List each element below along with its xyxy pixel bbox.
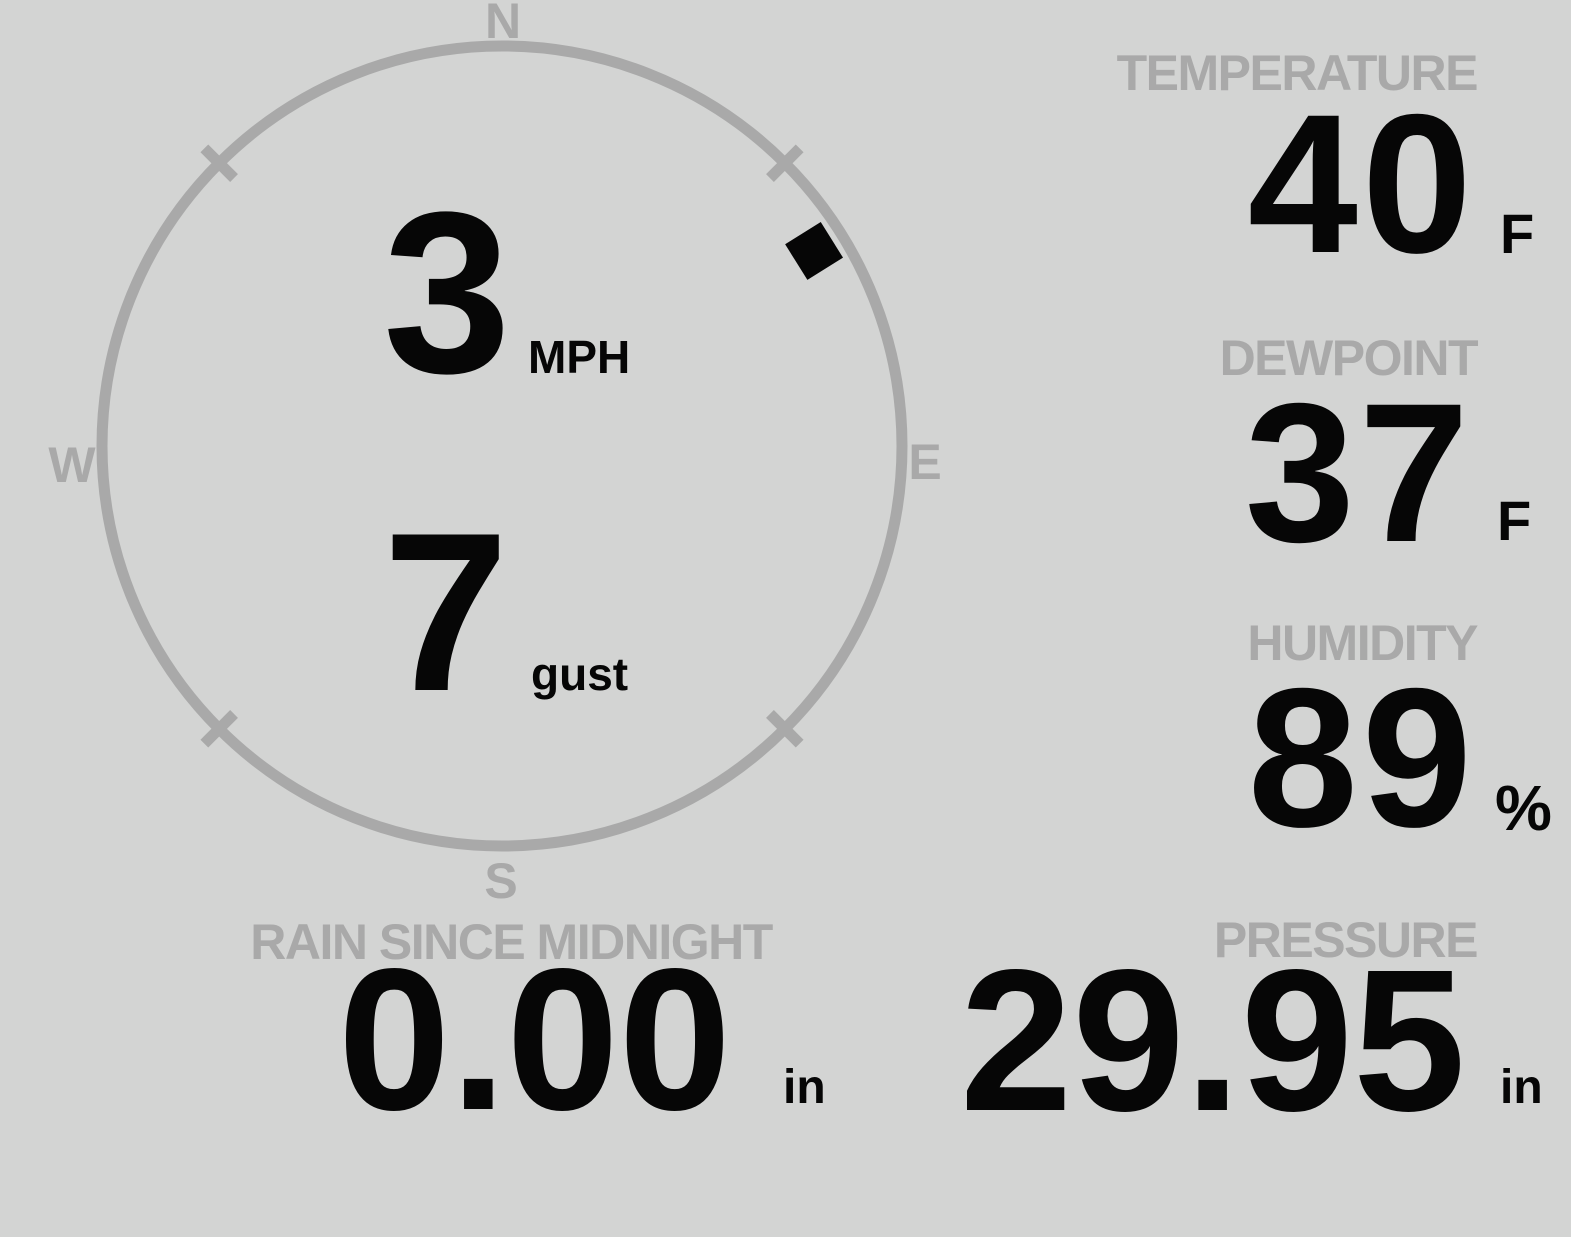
compass-ring-icon [96, 40, 908, 852]
wind-speed-unit: MPH [528, 331, 631, 383]
humidity-unit: % [1495, 772, 1552, 844]
rain-value: 0.00 [338, 926, 732, 1152]
wind-gust-unit: gust [531, 648, 629, 700]
compass-label-south: S [484, 853, 518, 909]
dewpoint-value: 37 [1244, 362, 1473, 583]
dewpoint-label: DEWPOINT [1219, 330, 1479, 386]
rain-unit: in [783, 1061, 826, 1114]
rain-label: RAIN SINCE MIDNIGHT [250, 914, 773, 970]
wind-speed-value: 3 [383, 164, 511, 421]
wind-compass [96, 40, 908, 852]
compass-label-east: E [908, 434, 942, 490]
temperature-value: 40 [1247, 73, 1476, 294]
pressure-value: 29.95 [960, 927, 1466, 1153]
temperature-label: TEMPERATURE [1116, 45, 1479, 101]
compass-tick-nw-icon [200, 144, 238, 182]
compass-label-west: W [48, 437, 96, 493]
humidity-value: 89 [1247, 647, 1476, 868]
compass-label-north: N [484, 0, 522, 49]
compass-tick-sw-icon [200, 710, 238, 748]
humidity-label: HUMIDITY [1247, 615, 1478, 671]
compass-tick-se-icon [766, 710, 804, 748]
dewpoint-unit: F [1497, 489, 1532, 552]
wind-gust-value: 7 [383, 485, 509, 738]
compass-tick-ne-icon [766, 144, 804, 182]
wind-direction-marker [785, 222, 844, 280]
temperature-unit: F [1500, 202, 1535, 265]
pressure-unit: in [1500, 1061, 1543, 1114]
pressure-label: PRESSURE [1213, 912, 1479, 968]
